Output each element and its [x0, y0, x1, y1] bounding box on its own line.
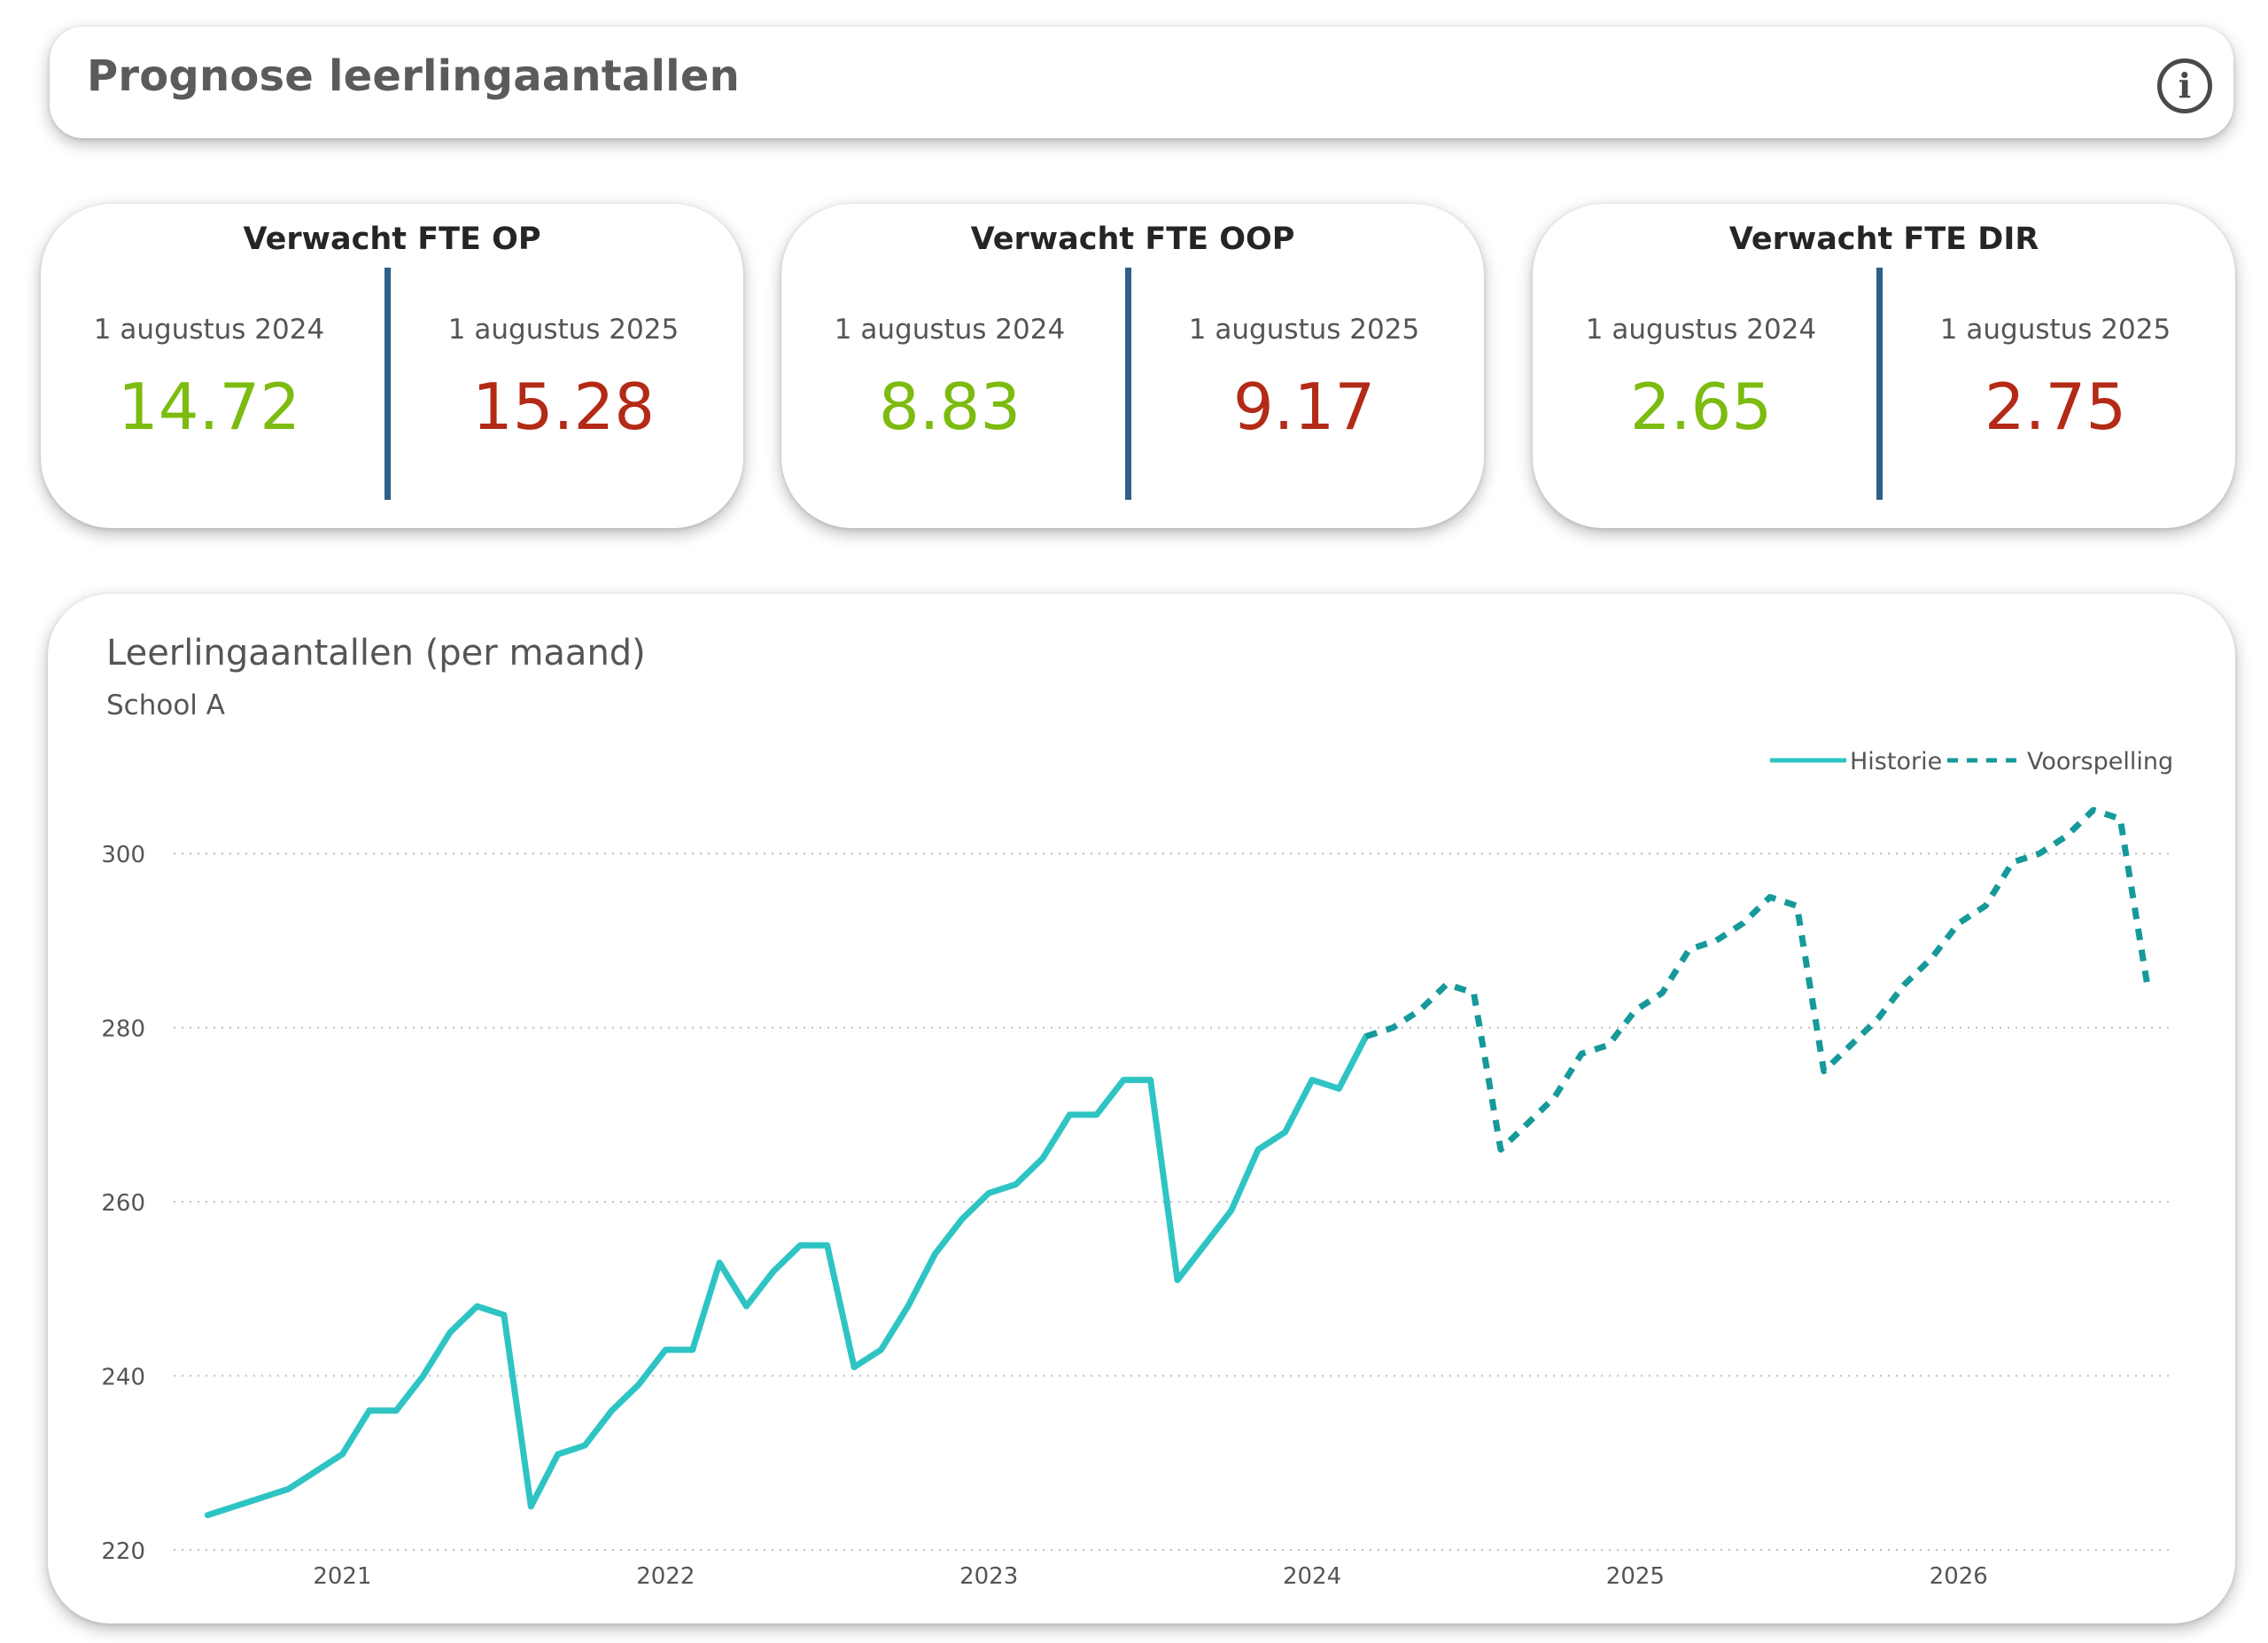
- chart-title: Leerlingaantallen (per maand): [106, 633, 646, 674]
- kpi-left-column: 1 augustus 2024 8.83: [781, 312, 1118, 447]
- kpi-right-column: 1 augustus 2025 2.75: [1887, 312, 2224, 447]
- x-tick-label: 2024: [1283, 1563, 1341, 1590]
- kpi-right-date: 1 augustus 2025: [447, 314, 680, 346]
- y-tick-label: 220: [101, 1538, 145, 1565]
- y-tick-label: 240: [101, 1365, 145, 1391]
- series-line-historie: [204, 1033, 1370, 1519]
- y-tick-label: 300: [101, 842, 145, 868]
- kpi-card-fte-dir: Verwacht FTE DIR 1 augustus 2024 2.65 1 …: [1533, 204, 2235, 528]
- kpi-right-value: 15.28: [471, 370, 656, 444]
- kpi-right-date: 1 augustus 2025: [1939, 314, 2171, 346]
- kpi-divider: [1876, 268, 1883, 500]
- kpi-divider: [1125, 268, 1131, 500]
- y-tick-label: 260: [101, 1190, 145, 1217]
- kpi-left-value: 8.83: [878, 370, 1021, 444]
- kpi-left-date: 1 augustus 2024: [834, 314, 1066, 346]
- page-title: Prognose leerlingaantallen: [87, 51, 740, 101]
- legend-label-voorspelling: Voorspelling: [2027, 748, 2173, 775]
- kpi-right-value: 9.17: [1232, 370, 1376, 444]
- x-tick-label: 2022: [636, 1563, 695, 1590]
- legend-label-historie: Historie: [1850, 748, 1942, 775]
- x-tick-label: 2023: [959, 1563, 1018, 1590]
- kpi-right-column: 1 augustus 2025 15.28: [395, 312, 732, 447]
- y-tick-label: 280: [101, 1016, 145, 1043]
- x-tick-label: 2025: [1606, 1563, 1665, 1590]
- kpi-left-column: 1 augustus 2024 14.72: [41, 312, 377, 447]
- kpi-title: Verwacht FTE OP: [243, 222, 541, 257]
- kpi-title: Verwacht FTE DIR: [1728, 222, 2039, 257]
- chart-card: Leerlingaantallen (per maand) School A 2…: [48, 594, 2235, 1624]
- kpi-card-fte-oop: Verwacht FTE OOP 1 augustus 2024 8.83 1 …: [781, 204, 1484, 528]
- header-bar: Prognose leerlingaantallen i: [50, 27, 2233, 138]
- series-line-voorspelling: [1364, 806, 2151, 1153]
- kpi-right-date: 1 augustus 2025: [1188, 314, 1420, 346]
- x-tick-label: 2026: [1930, 1563, 1988, 1590]
- line-chart: 220 240 260 280 300 2021 2022 2023 2024 2025 2026 H…: [101, 748, 2174, 1590]
- x-tick-label: 2021: [313, 1563, 371, 1590]
- kpi-left-date: 1 augustus 2024: [93, 314, 325, 346]
- kpi-right-column: 1 augustus 2025 9.17: [1136, 312, 1472, 447]
- kpi-title: Verwacht FTE OOP: [970, 222, 1295, 257]
- info-circle-icon[interactable]: i: [2157, 58, 2212, 113]
- chart-subtitle: School A: [106, 689, 225, 721]
- kpi-left-date: 1 augustus 2024: [1585, 314, 1817, 346]
- kpi-left-value: 2.65: [1629, 370, 1773, 444]
- kpi-divider: [384, 268, 391, 500]
- kpi-left-column: 1 augustus 2024 2.65: [1533, 312, 1869, 447]
- kpi-right-value: 2.75: [1984, 370, 2127, 444]
- kpi-card-fte-op: Verwacht FTE OP 1 augustus 2024 14.72 1 …: [41, 204, 743, 528]
- kpi-left-value: 14.72: [117, 370, 301, 444]
